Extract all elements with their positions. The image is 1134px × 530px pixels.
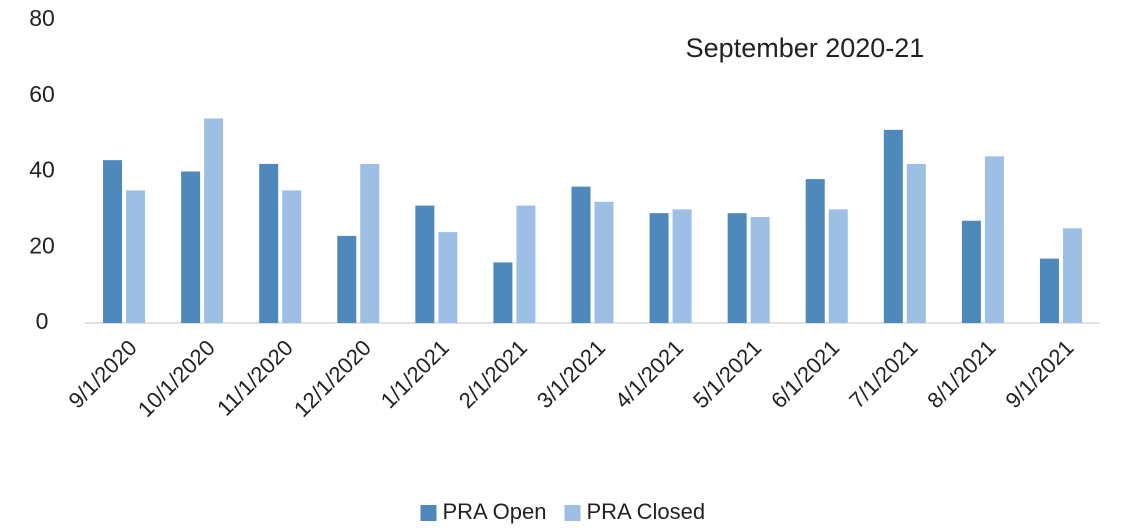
- x-tick-label: 1/1/2021: [376, 335, 454, 413]
- bar: [1039, 258, 1059, 323]
- x-tick-label: 8/1/2021: [922, 335, 1000, 413]
- bar: [1062, 228, 1082, 323]
- legend-label: PRA Open: [443, 499, 547, 524]
- bar: [727, 213, 747, 323]
- bar: [516, 205, 536, 323]
- legend-label: PRA Closed: [587, 499, 706, 524]
- x-tick-label: 5/1/2021: [688, 335, 766, 413]
- x-tick-label: 9/1/2020: [63, 335, 141, 413]
- legend-swatch: [420, 505, 437, 521]
- chart-title: September 2020-21: [686, 33, 925, 63]
- bar: [415, 205, 435, 323]
- bar: [672, 209, 692, 323]
- bar: [750, 216, 770, 323]
- bar: [906, 163, 926, 323]
- x-tick-label: 6/1/2021: [766, 335, 844, 413]
- bar: [649, 213, 669, 323]
- bar: [805, 179, 825, 323]
- x-tick-label: 7/1/2021: [844, 335, 922, 413]
- x-tick-label: 12/1/2020: [289, 335, 376, 422]
- y-tick-label: 60: [29, 81, 55, 107]
- x-tick-label: 3/1/2021: [532, 335, 610, 413]
- bar: [883, 129, 903, 323]
- y-tick-label: 20: [29, 232, 55, 258]
- bar: [337, 235, 357, 323]
- bar: [961, 220, 981, 323]
- bar: [984, 156, 1004, 323]
- bar: [828, 209, 848, 323]
- y-tick-label: 80: [29, 5, 55, 31]
- bar: [204, 118, 224, 323]
- y-tick-label: 40: [29, 157, 55, 183]
- x-tick-label: 9/1/2021: [1000, 335, 1078, 413]
- bar: [259, 163, 279, 323]
- bar: [571, 186, 591, 323]
- bar: [493, 262, 513, 323]
- bar: [438, 232, 458, 323]
- bar: [181, 171, 201, 323]
- x-tick-label: 2/1/2021: [454, 335, 532, 413]
- x-tick-label: 4/1/2021: [610, 335, 688, 413]
- bar: [126, 190, 146, 323]
- bar: [594, 201, 614, 323]
- y-tick-label: 0: [36, 308, 49, 334]
- x-tick-label: 10/1/2020: [133, 335, 220, 422]
- bar: [360, 163, 380, 323]
- bar: [282, 190, 302, 323]
- bar: [103, 160, 123, 323]
- legend-swatch: [564, 505, 581, 521]
- x-tick-label: 11/1/2020: [212, 335, 298, 421]
